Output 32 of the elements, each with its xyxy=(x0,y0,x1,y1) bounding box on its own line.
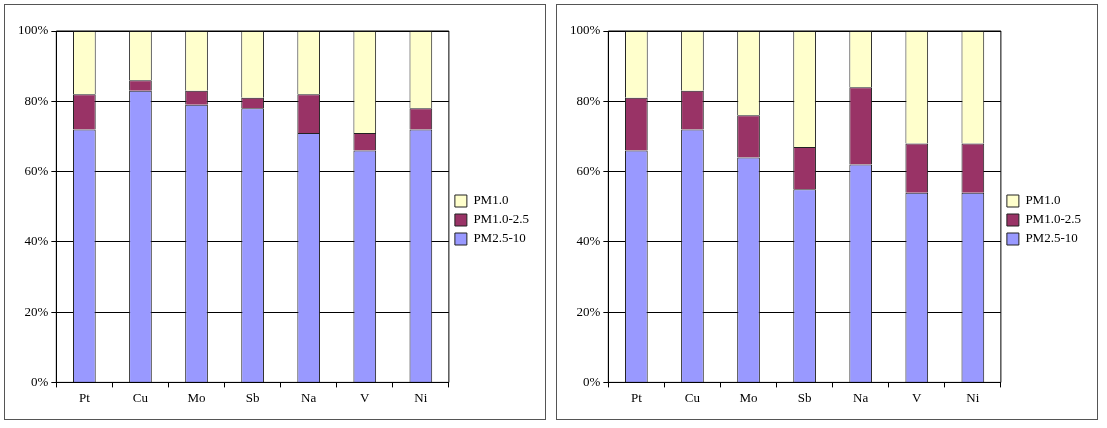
x-tick-label: V xyxy=(912,389,923,405)
y-tick-label: 100% xyxy=(569,22,601,38)
x-tick-label: Na xyxy=(301,389,317,405)
x-tick-label: Sb xyxy=(797,389,812,405)
legend-label: PM2.5-10 xyxy=(473,230,526,246)
y-tick-label: 80% xyxy=(576,92,601,108)
y-tick-label: 40% xyxy=(24,233,49,249)
legend-label: PM1.0-2.5 xyxy=(1025,211,1082,227)
x-tick-label: Ni xyxy=(414,389,428,405)
legend-label: PM1.0 xyxy=(473,192,509,208)
legend-label: PM2.5-10 xyxy=(1025,230,1078,246)
x-tick-label: Mo xyxy=(739,389,758,405)
y-tick-label: 80% xyxy=(24,92,49,108)
legend-label: PM1.0 xyxy=(1025,192,1061,208)
x-tick-label: Pt xyxy=(630,389,643,405)
y-tick-label: 100% xyxy=(17,22,49,38)
legend-label: PM1.0-2.5 xyxy=(473,211,530,227)
y-tick-label: 0% xyxy=(582,373,601,389)
y-tick-label: 20% xyxy=(24,303,49,319)
x-tick-label: Pt xyxy=(78,389,91,405)
x-tick-label: Cu xyxy=(132,389,149,405)
x-tick-label: Ni xyxy=(966,389,980,405)
x-tick-label: Na xyxy=(853,389,869,405)
x-tick-label: Mo xyxy=(187,389,206,405)
y-tick-label: 20% xyxy=(576,303,601,319)
x-tick-label: Cu xyxy=(684,389,701,405)
y-tick-label: 60% xyxy=(576,162,601,178)
y-tick-label: 40% xyxy=(576,233,601,249)
y-tick-label: 0% xyxy=(30,373,49,389)
y-tick-label: 60% xyxy=(24,162,49,178)
x-tick-label: V xyxy=(360,389,371,405)
x-tick-label: Sb xyxy=(245,389,260,405)
